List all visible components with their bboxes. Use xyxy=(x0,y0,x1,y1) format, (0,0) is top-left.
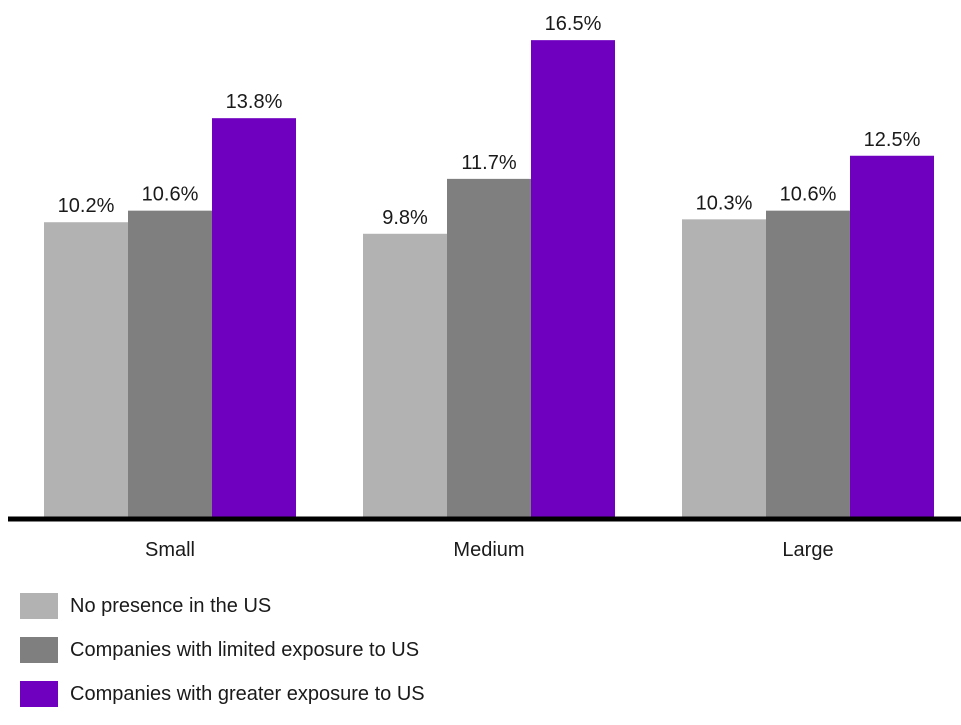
value-label-medium-greater-exposure: 16.5% xyxy=(545,13,602,35)
bar-medium-no-presence xyxy=(363,233,447,517)
category-labels-group: Small Medium Large xyxy=(145,539,834,561)
category-label-small: Small xyxy=(145,539,195,561)
bar-large-greater-exposure xyxy=(850,155,934,517)
legend-label: No presence in the US xyxy=(70,594,272,617)
value-label-large-greater-exposure: 12.5% xyxy=(864,129,921,151)
bar-medium-limited-exposure xyxy=(447,178,531,517)
value-labels-group: 10.2% 10.6% 13.8% 9.8% 11.7% 16.5% 10.3% 10.6% 1… xyxy=(58,13,921,229)
legend-item-no-presence: No presence in the US xyxy=(20,593,425,619)
bars-group xyxy=(44,40,934,518)
bar-large-no-presence xyxy=(682,219,766,517)
legend-swatch xyxy=(20,681,58,707)
legend-label: Companies with greater exposure to US xyxy=(70,682,425,705)
value-label-large-limited-exposure: 10.6% xyxy=(780,184,837,206)
bar-small-greater-exposure xyxy=(212,118,296,518)
legend: No presence in the US Companies with lim… xyxy=(20,593,425,725)
value-label-small-limited-exposure: 10.6% xyxy=(142,184,199,206)
value-label-medium-no-presence: 9.8% xyxy=(382,207,428,229)
bar-chart: 10.2% 10.6% 13.8% 9.8% 11.7% 16.5% 10.3% 10.6% 1… xyxy=(8,13,961,561)
value-label-large-no-presence: 10.3% xyxy=(696,192,753,214)
value-label-small-no-presence: 10.2% xyxy=(58,195,115,217)
legend-label: Companies with limited exposure to US xyxy=(70,638,420,661)
value-label-small-greater-exposure: 13.8% xyxy=(226,91,283,113)
category-label-medium: Medium xyxy=(453,539,524,561)
legend-swatch xyxy=(20,593,58,619)
category-label-large: Large xyxy=(782,539,833,561)
legend-item-limited-exposure: Companies with limited exposure to US xyxy=(20,637,425,663)
value-label-medium-limited-exposure: 11.7% xyxy=(461,152,516,174)
legend-item-greater-exposure: Companies with greater exposure to US xyxy=(20,681,425,707)
legend-swatch xyxy=(20,637,58,663)
bar-small-no-presence xyxy=(44,222,128,517)
bar-large-limited-exposure xyxy=(766,210,850,517)
bar-medium-greater-exposure xyxy=(531,40,615,518)
bar-small-limited-exposure xyxy=(128,210,212,517)
